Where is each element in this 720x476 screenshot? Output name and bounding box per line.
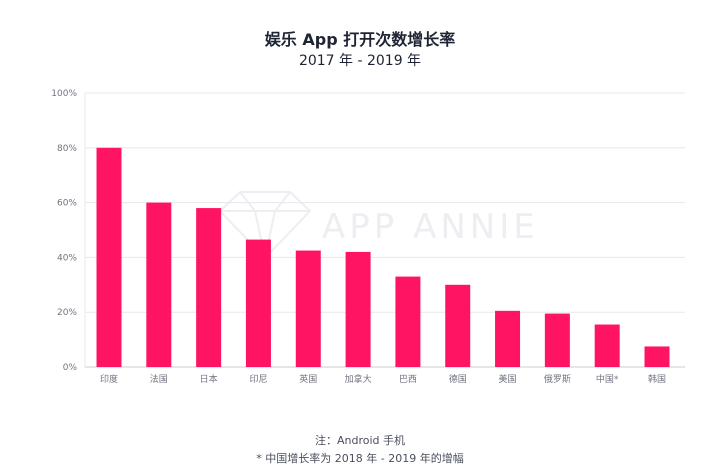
bars — [96, 147, 670, 367]
bar — [495, 310, 521, 367]
watermark: APP ANNIE — [218, 191, 539, 260]
bar — [345, 251, 371, 367]
x-tick-label: 巴西 — [399, 374, 417, 385]
bar — [96, 147, 122, 367]
x-tick-label: 美国 — [499, 373, 517, 385]
bar — [146, 202, 172, 367]
x-tick-label: 印度 — [100, 373, 118, 385]
x-tick-label: 加拿大 — [345, 373, 372, 385]
y-tick-label: 80% — [57, 144, 77, 154]
bar — [544, 313, 570, 367]
bar — [245, 239, 271, 367]
x-tick-label: 俄罗斯 — [544, 373, 571, 385]
x-axis-ticks: 印度 法国 日本 印尼 英国 加拿大 巴西 德国 美国 俄罗斯 中国* 韩国 — [100, 373, 666, 385]
watermark-text: APP ANNIE — [322, 207, 539, 247]
bar — [295, 250, 321, 367]
footnote-android: 注：Android 手机 — [314, 434, 406, 447]
chart-title: 娱乐 App 打开次数增长率 — [264, 30, 456, 49]
x-tick-label: 英国 — [299, 373, 317, 385]
chart-subtitle: 2017 年 - 2019 年 — [298, 53, 422, 69]
y-tick-label: 20% — [57, 308, 77, 318]
x-tick-label: 中国* — [596, 373, 619, 385]
bar — [395, 276, 421, 367]
x-tick-label: 日本 — [200, 373, 218, 385]
x-tick-label: 法国 — [150, 373, 168, 385]
bar — [196, 208, 222, 367]
y-tick-label: 100% — [51, 89, 77, 99]
y-tick-label: 40% — [57, 253, 77, 263]
bar — [594, 324, 620, 367]
footnote-china: * 中国增长率为 2018 年 - 2019 年的增幅 — [256, 452, 464, 465]
x-tick-label: 印尼 — [249, 373, 267, 385]
bar-chart: APP ANNIE 0% 20% 40% 60% 80% 100% 印度 法国 日本 印尼 英国 加… — [51, 89, 685, 385]
grid — [84, 92, 685, 368]
bar — [644, 346, 670, 367]
y-tick-label: 0% — [63, 363, 78, 373]
footnotes: 注：Android 手机 * 中国增长率为 2018 年 - 2019 年的增幅 — [0, 432, 720, 468]
x-tick-label: 韩国 — [648, 373, 666, 385]
bar — [445, 284, 471, 367]
y-axis-ticks: 0% 20% 40% 60% 80% 100% — [51, 89, 77, 373]
y-tick-label: 60% — [57, 199, 77, 209]
x-tick-label: 德国 — [449, 373, 467, 385]
